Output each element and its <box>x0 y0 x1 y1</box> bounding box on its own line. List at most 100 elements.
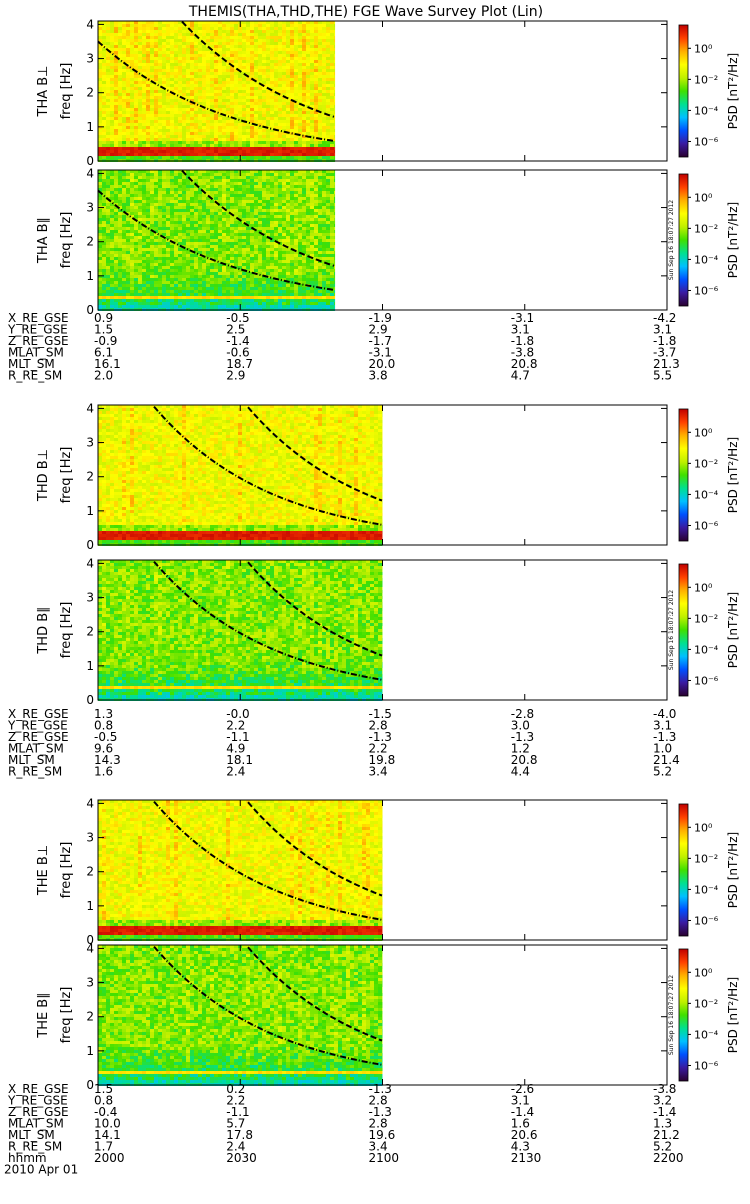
psd-cell <box>126 93 130 96</box>
psd-cell <box>154 221 158 224</box>
psd-cell <box>178 200 182 203</box>
psd-cell <box>134 248 138 251</box>
psd-cell <box>218 278 222 281</box>
psd-cell <box>146 36 150 39</box>
psd-cell <box>206 24 210 27</box>
psd-cell <box>202 224 206 227</box>
psd-cell <box>266 281 270 284</box>
psd-cell <box>250 251 254 254</box>
psd-cell <box>170 212 174 215</box>
psd-cell <box>102 260 106 263</box>
psd-cell <box>246 290 250 293</box>
psd-cell <box>318 54 322 57</box>
psd-cell <box>242 185 246 188</box>
psd-cell <box>114 129 118 132</box>
psd-cell <box>262 102 266 105</box>
psd-cell <box>250 287 254 290</box>
psd-cell <box>214 263 218 266</box>
psd-cell <box>322 141 326 144</box>
psd-cell <box>162 182 166 185</box>
psd-cell <box>162 188 166 191</box>
psd-cell <box>278 45 282 48</box>
psd-cell <box>254 69 258 72</box>
psd-cell <box>226 239 230 242</box>
psd-cell <box>178 42 182 45</box>
psd-cell <box>122 284 126 287</box>
psd-cell <box>114 212 118 215</box>
psd-cell <box>246 233 250 236</box>
psd-cell <box>270 57 274 60</box>
psd-cell <box>218 257 222 260</box>
psd-cell <box>142 141 146 144</box>
psd-cell <box>130 200 134 203</box>
psd-cell <box>114 96 118 99</box>
psd-cell <box>138 42 142 45</box>
psd-cell <box>134 84 138 87</box>
psd-cell <box>122 206 126 209</box>
psd-cell <box>102 302 106 305</box>
psd-cell <box>170 156 174 159</box>
psd-cell <box>98 75 102 78</box>
psd-cell <box>142 147 146 150</box>
psd-cell <box>146 194 150 197</box>
psd-cell <box>174 78 178 81</box>
psd-cell <box>158 242 162 245</box>
psd-cell <box>246 150 250 153</box>
psd-cell <box>214 42 218 45</box>
psd-cell <box>330 24 334 27</box>
psd-cell <box>266 156 270 159</box>
psd-cell <box>122 236 126 239</box>
psd-cell <box>282 114 286 117</box>
psd-cell <box>282 117 286 120</box>
psd-cell <box>218 66 222 69</box>
psd-cell <box>318 75 322 78</box>
psd-cell <box>262 173 266 176</box>
psd-cell <box>218 305 222 308</box>
psd-cell <box>202 99 206 102</box>
psd-cell <box>278 78 282 81</box>
psd-cell <box>142 24 146 27</box>
psd-cell <box>274 257 278 260</box>
psd-cell <box>98 209 102 212</box>
psd-cell <box>174 123 178 126</box>
psd-cell <box>138 126 142 129</box>
psd-cell <box>262 272 266 275</box>
psd-cell <box>246 156 250 159</box>
psd-cell <box>118 39 122 42</box>
psd-cell <box>306 72 310 75</box>
psd-cell <box>98 215 102 218</box>
psd-cell <box>150 54 154 57</box>
psd-cell <box>274 81 278 84</box>
psd-cell <box>130 188 134 191</box>
psd-cell <box>154 248 158 251</box>
psd-cell <box>186 227 190 230</box>
psd-cell <box>146 96 150 99</box>
psd-cell <box>178 120 182 123</box>
psd-cell <box>126 24 130 27</box>
psd-cell <box>290 27 294 30</box>
psd-cell <box>122 245 126 248</box>
psd-cell <box>278 36 282 39</box>
psd-cell <box>146 45 150 48</box>
psd-cell <box>186 36 190 39</box>
psd-cell <box>98 278 102 281</box>
psd-cell <box>158 278 162 281</box>
psd-cell <box>278 84 282 87</box>
psd-cell <box>114 132 118 135</box>
psd-cell <box>306 150 310 153</box>
psd-cell <box>250 299 254 302</box>
psd-cell <box>198 111 202 114</box>
psd-cell <box>178 194 182 197</box>
psd-cell <box>258 236 262 239</box>
psd-cell <box>138 102 142 105</box>
psd-cell <box>154 141 158 144</box>
psd-cell <box>234 221 238 224</box>
psd-cell <box>330 51 334 54</box>
psd-cell <box>266 153 270 156</box>
psd-cell <box>226 269 230 272</box>
psd-cell <box>326 108 330 111</box>
psd-cell <box>310 24 314 27</box>
psd-cell <box>278 48 282 51</box>
psd-cell <box>122 224 126 227</box>
psd-cell <box>166 197 170 200</box>
